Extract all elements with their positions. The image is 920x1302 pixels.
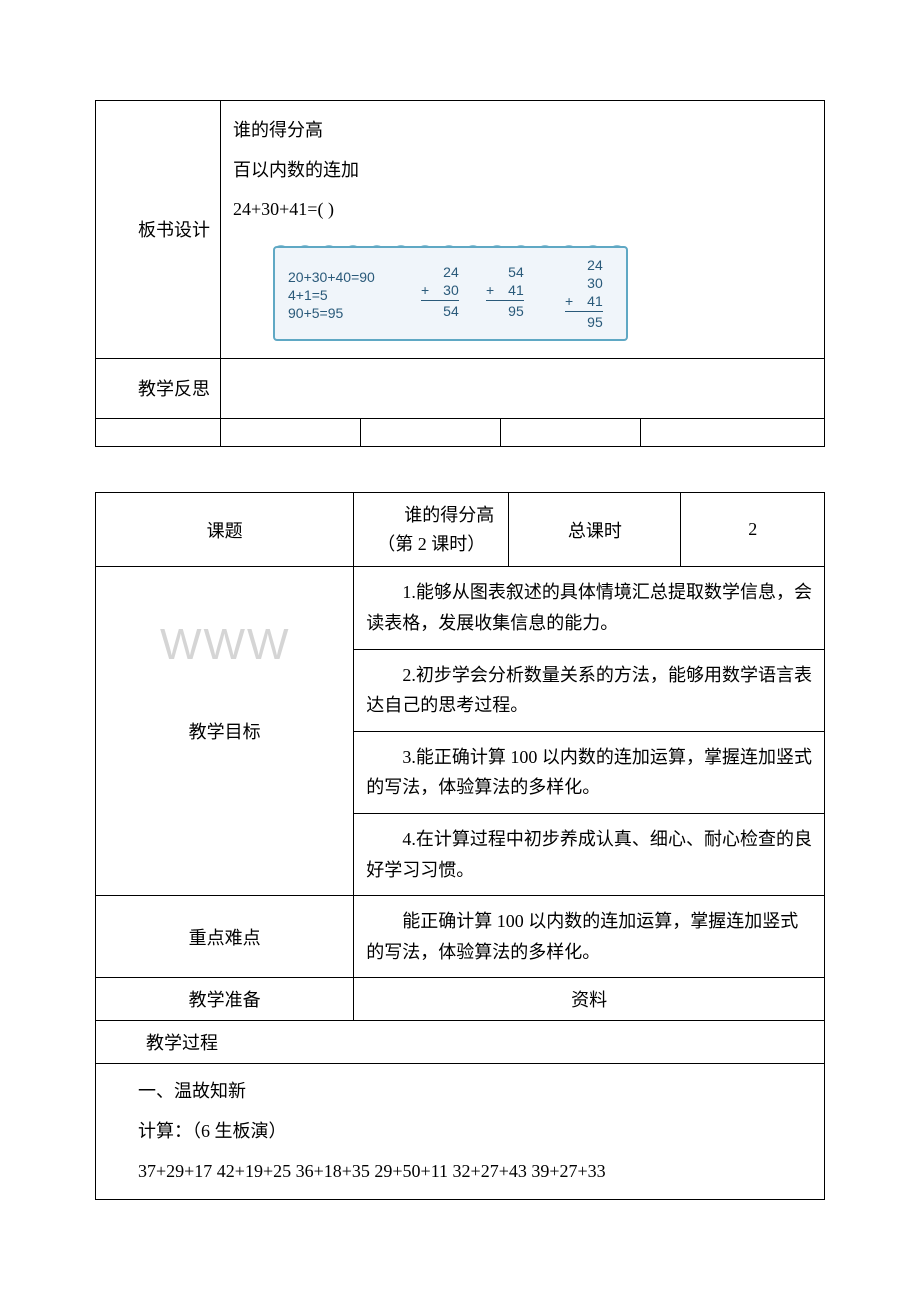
table-lesson-plan: 课题 谁的得分高（第 2 课时） 总课时 2 教学目标 1.能够从图表叙述的具体… [95, 492, 825, 1200]
process-label: 教学过程 [96, 1021, 825, 1064]
difficulty-value: 能正确计算 100 以内数的连加运算，掌握连加竖式的写法，体验算法的多样化。 [354, 896, 825, 978]
process-content: 一、温故知新 计算：（6 生板演） 37+29+17 42+19+25 36+1… [96, 1064, 825, 1200]
calc-method4: 24 30 + 41 95 [565, 256, 603, 332]
board-design-label: 板书设计 [96, 101, 221, 359]
goal-item-3: 3.能正确计算 100 以内数的连加运算，掌握连加竖式的写法，体验算法的多样化。 [354, 732, 824, 814]
review-sub: 计算：（6 生板演） [102, 1112, 818, 1152]
topic-label: 课题 [96, 492, 354, 567]
calc-method1: 20+30+40=90 4+1=5 90+5=95 [288, 268, 375, 323]
calc-method2: 24 + 30 54 [421, 263, 459, 321]
empty-cell-1 [96, 418, 221, 446]
empty-cell-3 [361, 418, 501, 446]
calculation-diagram: 20+30+40=90 4+1=5 90+5=95 24 + 30 54 54 … [273, 238, 633, 348]
board-design-content: 谁的得分高 百以内数的连加 24+30+41=( ) 20+30+40=90 4… [221, 101, 825, 359]
reflect-label: 教学反思 [96, 358, 221, 418]
prep-value: 资料 [354, 978, 825, 1021]
prep-label: 教学准备 [96, 978, 354, 1021]
calc-method3: 54 + 41 95 [486, 263, 524, 321]
reflect-content [221, 358, 825, 418]
empty-cell-5 [641, 418, 825, 446]
empty-cell-2 [221, 418, 361, 446]
topic-value: 谁的得分高（第 2 课时） [354, 492, 509, 567]
total-value: 2 [681, 492, 825, 567]
review-title: 一、温故知新 [102, 1072, 818, 1112]
board-line2: 百以内数的连加 [233, 151, 812, 191]
goal-item-1: 1.能够从图表叙述的具体情境汇总提取数学信息，会读表格，发展收集信息的能力。 [354, 567, 824, 649]
goal-item-4: 4.在计算过程中初步养成认真、细心、耐心检查的良好学习习惯。 [354, 814, 824, 895]
review-expr: 37+29+17 42+19+25 36+18+35 29+50+11 32+2… [102, 1152, 818, 1192]
goal-content: 1.能够从图表叙述的具体情境汇总提取数学信息，会读表格，发展收集信息的能力。 2… [354, 567, 825, 896]
board-line1: 谁的得分高 [233, 111, 812, 151]
total-label: 总课时 [509, 492, 681, 567]
table-board-design: 板书设计 谁的得分高 百以内数的连加 24+30+41=( ) 20+30+40… [95, 100, 825, 447]
goal-item-2: 2.初步学会分析数量关系的方法，能够用数学语言表达自己的思考过程。 [354, 650, 824, 732]
goal-label: 教学目标 [96, 567, 354, 896]
empty-cell-4 [501, 418, 641, 446]
board-line3: 24+30+41=( ) [233, 190, 812, 230]
difficulty-label: 重点难点 [96, 896, 354, 978]
